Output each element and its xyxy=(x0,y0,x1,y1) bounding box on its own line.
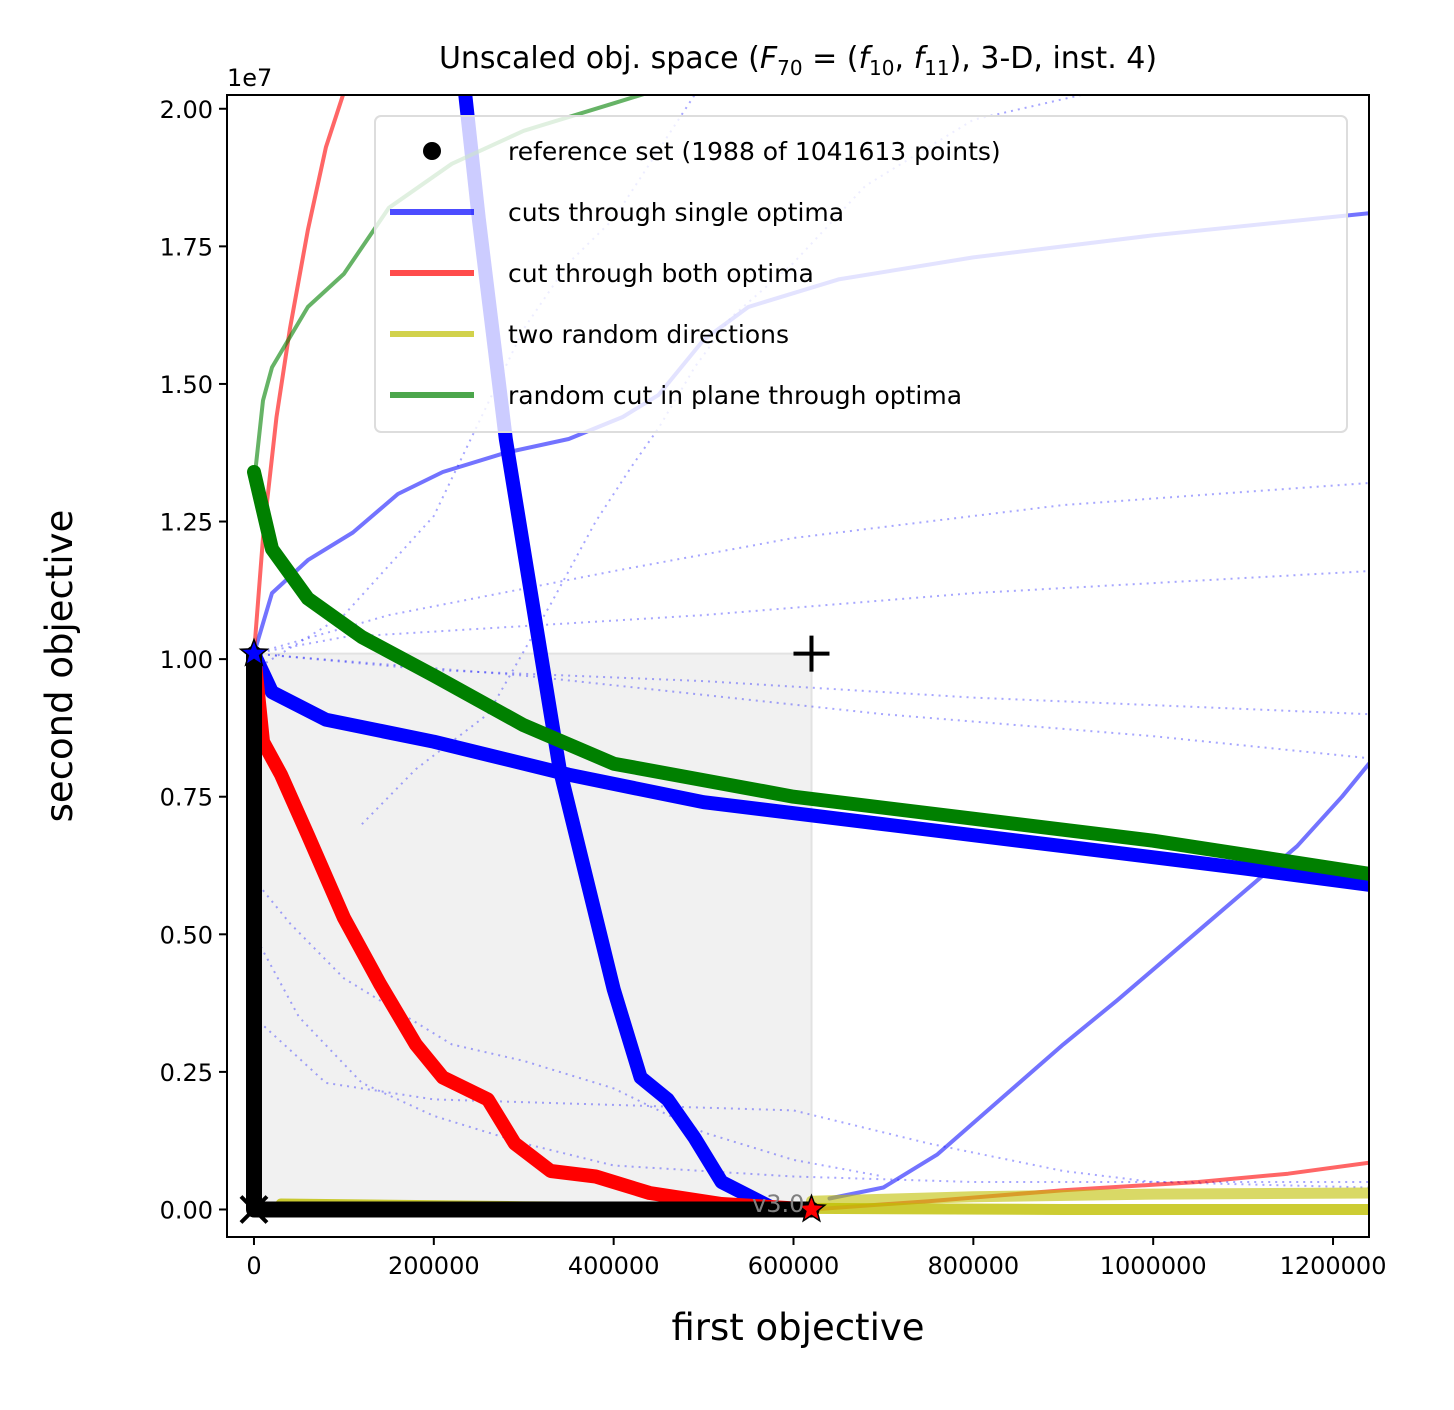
x-tick-label: 1000000 xyxy=(1100,1252,1207,1280)
series-line-dotted-8 xyxy=(253,878,884,1178)
x-axis-label: first objective xyxy=(671,1306,924,1349)
y-tick-label: 1.00 xyxy=(160,646,213,674)
y-axis-ticks: 0.00 0.25 0.50 0.75 1.00 1.25 1.50 1.75 2.00 xyxy=(160,96,227,1224)
series-line-single-10 xyxy=(827,761,1369,1201)
y-tick-label: 0.25 xyxy=(160,1059,213,1087)
title-part-3: 70 xyxy=(777,56,802,80)
y-tick-label: 1.75 xyxy=(160,233,213,261)
title-part-4: = ( xyxy=(803,41,859,76)
legend-label: reference set (1988 of 1041613 points) xyxy=(508,137,1001,166)
series-line-dotted-2 xyxy=(253,652,1369,716)
series-line-both-15 xyxy=(247,646,819,1217)
title-part-10: ), 3-D, inst. 4) xyxy=(950,41,1157,76)
legend-label: cut through both optima xyxy=(508,259,814,288)
x-tick-label: 600000 xyxy=(748,1252,840,1280)
title-part-7: , xyxy=(895,41,914,76)
x-tick-label: 200000 xyxy=(388,1252,480,1280)
title-part-9: 11 xyxy=(924,56,949,80)
y-tick-label: 2.00 xyxy=(160,96,213,124)
y-axis-label: second objective xyxy=(38,510,81,823)
x-tick-label: 0 xyxy=(246,1252,261,1280)
series-line-plane-17 xyxy=(247,465,1369,881)
chart-title: Unscaled obj. space (F70 = (f10, f11), 3… xyxy=(439,41,1157,80)
legend-marker-dot xyxy=(423,142,441,160)
legend: reference set (1988 of 1041613 points) cu… xyxy=(374,115,1348,433)
y-tick-label: 0.50 xyxy=(160,921,213,949)
y-tick-label: 1.50 xyxy=(160,371,213,399)
x-tick-label: 800000 xyxy=(928,1252,1020,1280)
optimum-2-star xyxy=(796,1193,827,1223)
legend-items: reference set (1988 of 1041613 points) cu… xyxy=(390,137,1001,410)
x-tick-label: 400000 xyxy=(568,1252,660,1280)
ideal-point-cross xyxy=(239,1195,269,1224)
series-line-dotted-1 xyxy=(253,482,1369,655)
title-part-1: Unscaled obj. space ( xyxy=(439,41,760,76)
y-offset-text: 1e7 xyxy=(227,64,272,92)
y-tick-label: 0.75 xyxy=(160,784,213,812)
version-label: v3.0 xyxy=(752,1190,804,1218)
title-part-2: F xyxy=(760,41,778,76)
series-line-random-19 xyxy=(806,1187,1369,1207)
legend-label: two random directions xyxy=(508,320,789,349)
title-part-6: 10 xyxy=(869,56,894,80)
x-axis-ticks: 0 200000 400000 600000 800000 1000000 1200000 xyxy=(246,1237,1386,1280)
series-line-dotted-7 xyxy=(253,1016,1369,1189)
legend-label: random cut in plane through optima xyxy=(508,381,962,410)
legend-box xyxy=(374,115,1348,433)
plot-frame xyxy=(226,94,1370,1238)
legend-label: cuts through single optima xyxy=(508,198,844,227)
marker-layer xyxy=(238,635,830,1224)
reference-point-plus xyxy=(793,635,830,672)
y-tick-label: 0.00 xyxy=(160,1196,213,1224)
reference-region xyxy=(252,652,813,1211)
x-tick-label: 1200000 xyxy=(1280,1252,1387,1280)
series-line-single-11 xyxy=(247,646,1369,892)
optimum-1-star xyxy=(238,637,270,667)
y-tick-label: 1.25 xyxy=(160,509,213,537)
